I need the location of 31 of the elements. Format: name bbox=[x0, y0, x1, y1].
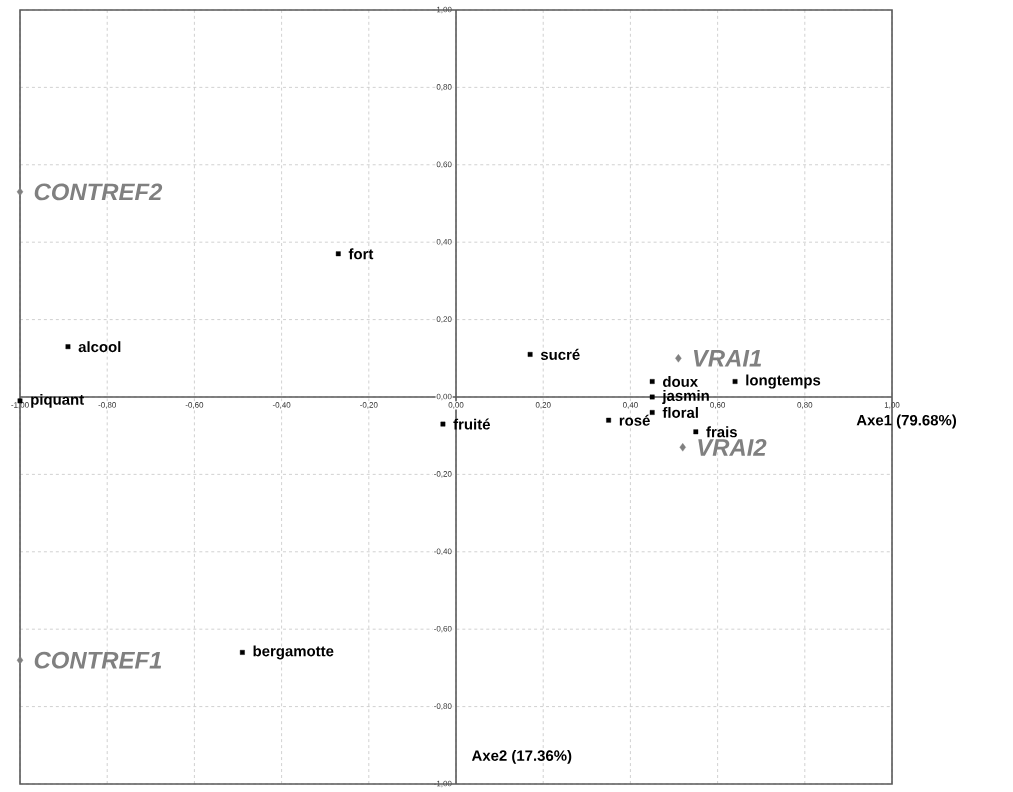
annotation: longtemps bbox=[746, 374, 821, 389]
point bbox=[679, 443, 686, 452]
point bbox=[649, 394, 655, 400]
annotation: fruité bbox=[453, 418, 490, 430]
point bbox=[649, 379, 655, 384]
point bbox=[440, 421, 446, 427]
x-axis-title: Axe1 (79.68%) bbox=[856, 414, 957, 429]
annotation: alcool bbox=[78, 341, 121, 353]
annotation: VRAI2 bbox=[698, 438, 767, 456]
annotation: piquant bbox=[31, 393, 84, 408]
annotation: frais bbox=[706, 426, 737, 438]
point bbox=[527, 352, 533, 357]
annotation: CONTREF1 bbox=[34, 651, 162, 669]
point bbox=[675, 354, 682, 363]
point bbox=[335, 251, 341, 257]
annotation: doux bbox=[663, 376, 698, 387]
point bbox=[649, 410, 655, 415]
point bbox=[606, 417, 611, 423]
annotation: bergamotte bbox=[253, 645, 334, 660]
annotation: fort bbox=[348, 248, 374, 260]
point bbox=[239, 650, 245, 655]
annotation: jasmin bbox=[662, 390, 709, 404]
annotation: rosé bbox=[619, 414, 650, 426]
y-axis-title: Axe2 (17.36%) bbox=[471, 749, 572, 764]
annotation: floral bbox=[662, 406, 698, 418]
annotation: sucré bbox=[540, 348, 580, 360]
point bbox=[693, 429, 699, 435]
point bbox=[732, 379, 738, 384]
annotation: CONTREF2 bbox=[34, 183, 163, 201]
annotation: VRAI1 bbox=[693, 350, 762, 367]
point bbox=[65, 344, 71, 350]
